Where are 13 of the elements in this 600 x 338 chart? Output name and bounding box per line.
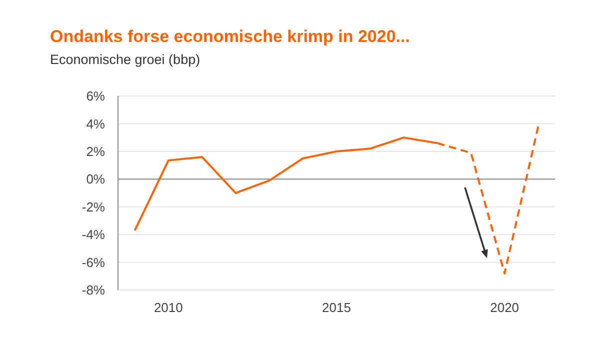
x-tick-label: 2015 xyxy=(322,300,351,315)
y-tick-label: 4% xyxy=(86,116,106,132)
x-tick-label: 2010 xyxy=(154,300,183,315)
y-tick-label: 2% xyxy=(86,144,106,159)
x-tick-label: 2020 xyxy=(490,300,520,315)
y-tick-label: 0% xyxy=(86,172,106,187)
y-tick-label: -4% xyxy=(82,227,106,242)
y-tick-label: -6% xyxy=(82,254,106,270)
y-tick-label: 6% xyxy=(86,88,106,104)
y-tick-label: -2% xyxy=(82,199,106,214)
chart-title: Ondanks forse economische krimp in 2020... xyxy=(50,27,410,46)
chart-subtitle: Economische groei (bbp) xyxy=(50,52,200,67)
y-tick-label: -8% xyxy=(82,282,106,298)
